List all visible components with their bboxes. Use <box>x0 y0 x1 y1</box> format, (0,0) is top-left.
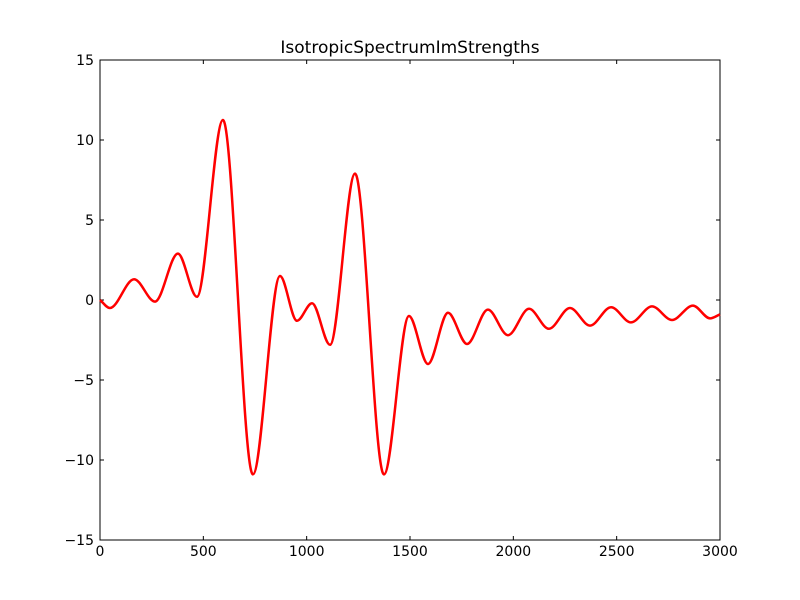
y-tick-label: 5 <box>85 213 94 229</box>
x-tick-label: 500 <box>190 544 217 560</box>
y-tick-label: −15 <box>64 533 94 549</box>
x-tick-label: 2500 <box>599 544 635 560</box>
y-tick-label: 0 <box>85 293 94 309</box>
y-tick-label: 10 <box>76 133 94 149</box>
y-tick-label: −5 <box>73 373 94 389</box>
x-tick-label: 1500 <box>392 544 428 560</box>
x-tick-label: 3000 <box>702 544 738 560</box>
plot-frame <box>99 59 721 541</box>
x-tick-label: 1000 <box>289 544 325 560</box>
y-tick-label: −10 <box>64 453 94 469</box>
line-series <box>99 118 721 476</box>
y-tick-label: 15 <box>76 53 94 69</box>
x-tick-label: 0 <box>96 544 105 560</box>
x-tick-label: 2000 <box>496 544 532 560</box>
chart-title: IsotropicSpectrumImStrengths <box>280 38 539 58</box>
